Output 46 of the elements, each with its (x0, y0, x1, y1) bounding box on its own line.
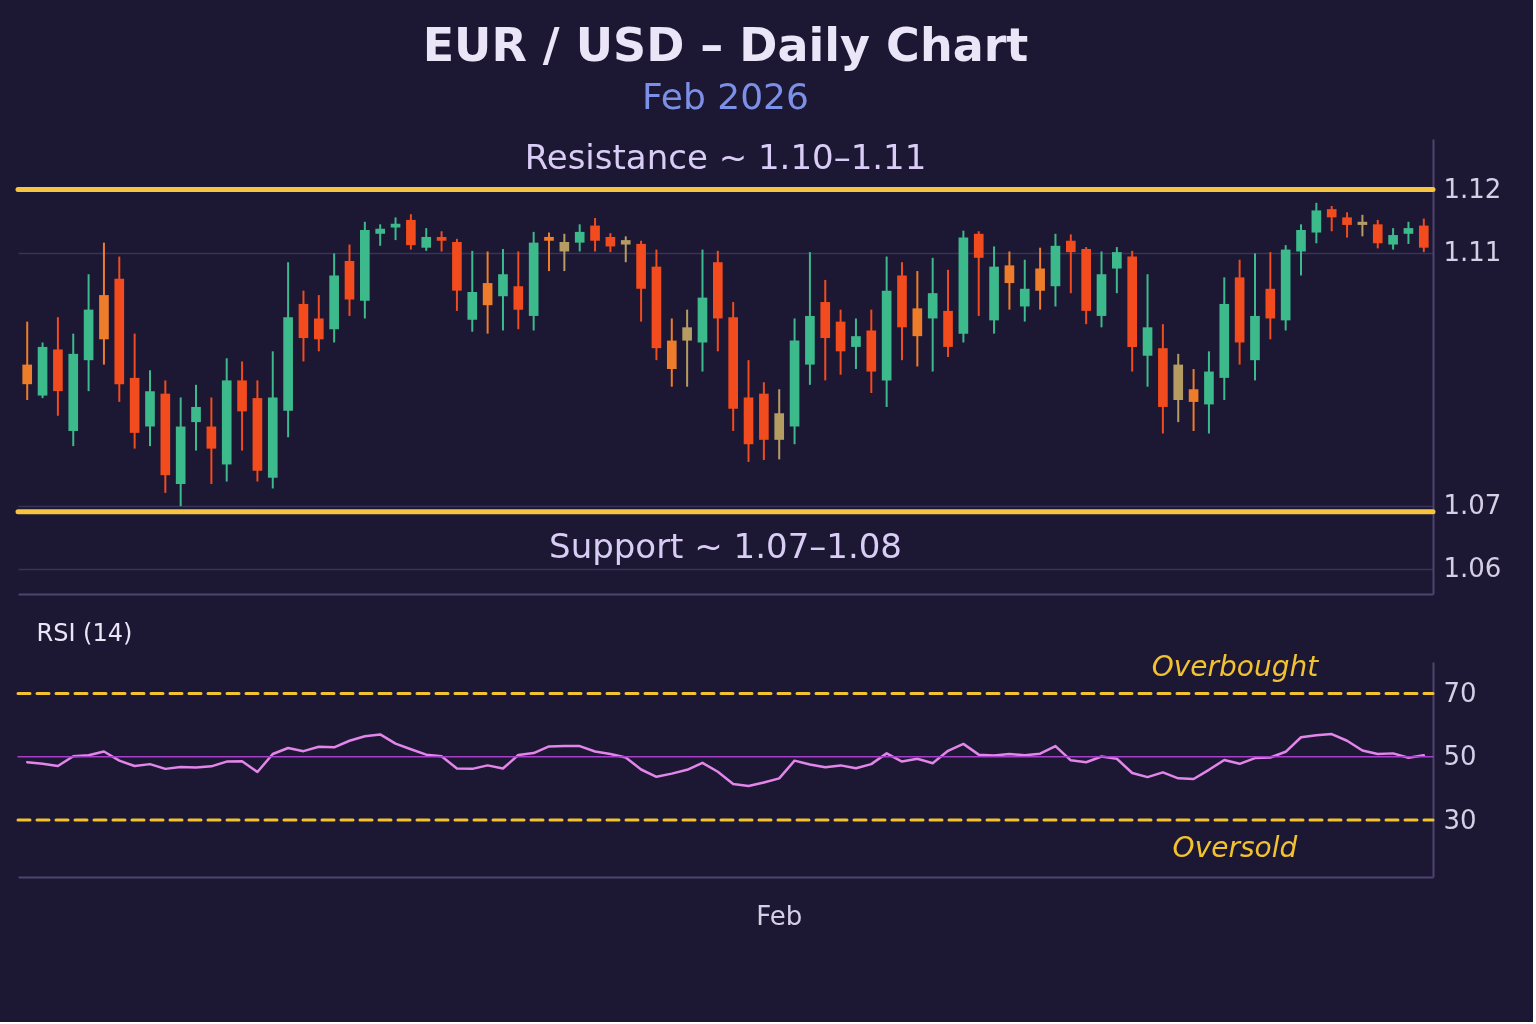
candlestick (498, 247, 508, 332)
candlestick (1326, 204, 1337, 233)
chart-subtitle: Feb 2026 (642, 76, 809, 117)
ref-line-label: Overbought (1151, 650, 1320, 684)
candlestick (313, 294, 324, 353)
candlestick (544, 231, 554, 273)
y-tick-label: 1.12 (1443, 174, 1502, 205)
chart-title: EUR / USD – Daily Chart (422, 18, 1029, 72)
candlestick (1019, 258, 1030, 323)
candlestick (436, 230, 447, 253)
candlestick (1372, 218, 1383, 250)
candlestick (620, 235, 631, 264)
candlestick (513, 250, 524, 331)
candlestick (1035, 246, 1045, 311)
x-tick-label: Feb (756, 900, 803, 931)
candlestick (590, 216, 600, 253)
y-tick-label: 50 (1443, 741, 1477, 772)
candlestick (1112, 246, 1122, 295)
candlestick (22, 320, 33, 401)
candlestick (1065, 233, 1076, 295)
candlestick (1418, 217, 1429, 254)
candlestick (851, 317, 861, 371)
y-tick-label: 70 (1443, 678, 1477, 709)
line-series (25, 732, 1426, 788)
y-tick-label: 30 (1443, 804, 1477, 835)
y-tick-label: 1.07 (1443, 490, 1502, 521)
candlestick (1388, 227, 1398, 251)
ref-line-label: Oversold (1172, 831, 1298, 865)
candlestick (191, 383, 201, 452)
candlestick (1311, 201, 1322, 245)
candlestick (482, 250, 493, 335)
candlestick (421, 227, 432, 252)
candlestick (206, 396, 217, 486)
ref-line-label: Support ~ 1.07–1.08 (549, 525, 902, 566)
candlestick (1188, 368, 1199, 432)
candlestick (1296, 223, 1306, 277)
candlestick (682, 308, 692, 388)
candlestick (1342, 211, 1352, 239)
ref-line-label: Resistance ~ 1.10–1.11 (524, 136, 927, 177)
y-tick-label: 1.11 (1443, 237, 1502, 268)
candlestick (1004, 250, 1015, 311)
chart-title: RSI (14) (36, 619, 133, 648)
candlestick (574, 223, 585, 253)
y-tick-label: 1.06 (1443, 553, 1502, 584)
candlestick (1403, 220, 1414, 245)
candlestick (375, 223, 386, 247)
